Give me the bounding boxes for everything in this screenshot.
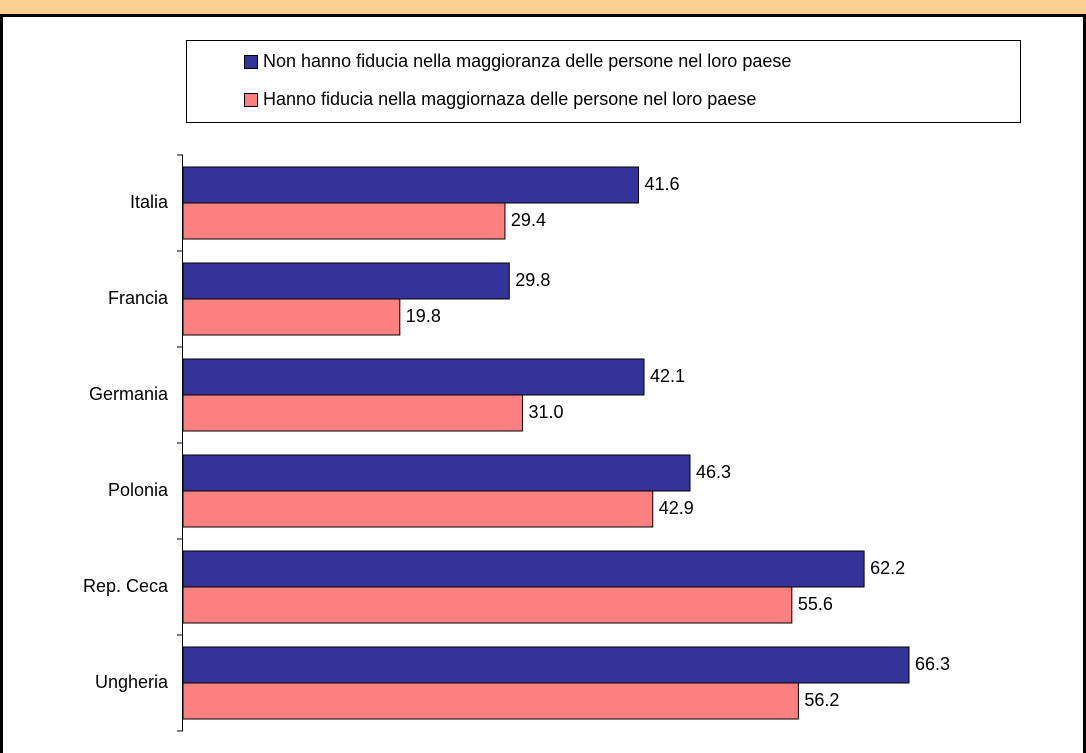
bar	[182, 454, 691, 492]
legend-swatch	[244, 93, 258, 107]
bar	[182, 682, 799, 720]
data-label: 56.2	[804, 690, 839, 710]
bar	[182, 298, 401, 336]
data-label: 19.8	[406, 306, 441, 326]
data-label: 29.4	[511, 210, 546, 230]
data-label: 42.9	[659, 498, 694, 518]
data-label: 66.3	[915, 654, 950, 674]
data-label: 29.8	[515, 270, 550, 290]
bar	[182, 202, 506, 240]
bar	[182, 358, 645, 396]
data-label: 62.2	[870, 558, 905, 578]
bar	[182, 262, 510, 300]
data-label: 31.0	[528, 402, 563, 422]
data-label: 41.6	[645, 174, 680, 194]
legend-swatch	[244, 55, 258, 69]
data-label: 55.6	[798, 594, 833, 614]
y-tick-label: Rep. Ceca	[83, 576, 169, 596]
bar	[182, 646, 910, 684]
bar	[182, 550, 865, 588]
bar	[182, 586, 793, 624]
y-tick-label: Germania	[89, 384, 169, 404]
bar	[182, 394, 523, 432]
top-band	[0, 0, 1086, 14]
data-label: 46.3	[696, 462, 731, 482]
bar	[182, 490, 654, 528]
bar	[182, 166, 640, 204]
top-border	[0, 14, 1086, 17]
legend-label: Non hanno fiducia nella maggioranza dell…	[263, 51, 791, 71]
y-tick-label: Francia	[108, 288, 169, 308]
data-label: 42.1	[650, 366, 685, 386]
y-tick-label: Polonia	[108, 480, 169, 500]
left-border	[0, 14, 3, 753]
y-tick-label: Italia	[130, 192, 169, 212]
legend-label: Hanno fiducia nella maggiornaza delle pe…	[263, 89, 756, 109]
legend	[186, 40, 1021, 123]
right-border	[1083, 14, 1086, 753]
y-tick-label: Ungheria	[95, 672, 169, 692]
